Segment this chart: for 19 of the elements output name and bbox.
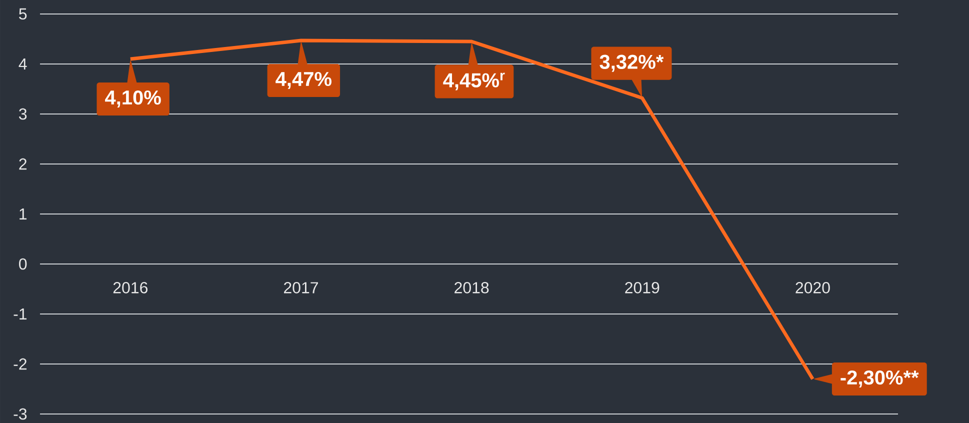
y-tick-label: -1 [14, 308, 27, 320]
data-label: -2,30%** [840, 370, 919, 388]
x-tick-label: 2017 [284, 282, 318, 294]
y-tick-label: 0 [19, 258, 27, 270]
data-label: 3,32%* [600, 54, 664, 72]
y-tick-label: 5 [19, 8, 27, 20]
y-tick-label: 4 [18, 58, 27, 70]
y-tick-label: 1 [20, 208, 27, 220]
data-label: 4,45%$^{r}$ [443, 72, 505, 90]
data-label: 4,10% [105, 90, 161, 108]
y-tick-label: -3 [14, 408, 27, 420]
x-tick-label: 2016 [113, 282, 148, 294]
x-tick-label: 2018 [454, 282, 489, 294]
y-tick-label: 3 [19, 108, 27, 120]
x-tick-label: 2020 [796, 282, 830, 294]
data-label: 4,47% [276, 72, 332, 89]
y-tick-label: 2 [19, 158, 26, 170]
x-tick-label: 2019 [625, 282, 660, 294]
y-tick-label: -2 [14, 358, 26, 370]
